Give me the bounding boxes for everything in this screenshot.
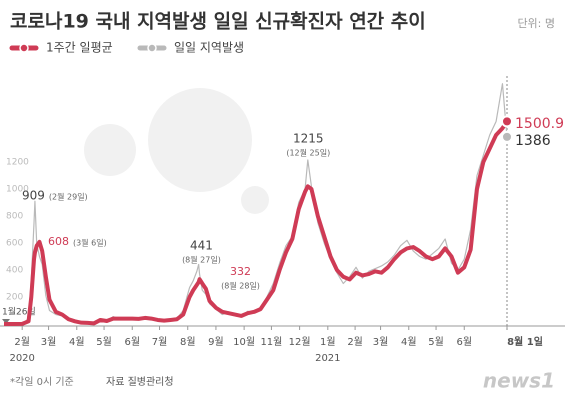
y-tick-label: 800 [6,212,23,222]
x-tick-label: 2월 [347,336,363,348]
legend-swatch-dot [19,43,29,53]
y-tick-label: 200 [6,293,23,303]
annotation-note: (12월 25일) [286,148,330,158]
x-tick-label: 8월 1일 [507,335,543,348]
legend-label: 일일 지역발생 [174,41,244,55]
year-label: 2021 [315,353,340,364]
legend-swatch-dot [147,43,157,53]
logo: news1 [483,369,555,393]
annotation-note: (2월 29일) [49,192,88,202]
x-tick-label: 7월 [152,336,168,348]
x-tick-label: 12월 [289,336,311,348]
x-tick-label: 1월 [320,336,336,348]
unit-label: 단위: 명 [517,17,555,30]
start-marker [2,319,10,324]
annotation-note: (8월 28일) [221,281,260,291]
end-dot [501,130,513,143]
y-tick-label: 1000 [6,185,29,195]
end-dot [501,115,513,128]
annotation-value: 332 [230,265,251,278]
annotation-value: 1215 [293,132,324,146]
y-tick-label: 1200 [6,158,29,168]
x-tick-label: 6월 [124,336,140,348]
chart-title: 코로나19 국내 지역발생 일일 신규확진자 연간 추이 [10,10,426,33]
y-tick-label: 600 [6,239,23,249]
annotation-note: (3월 6일) [73,238,107,248]
x-tick-label: 3월 [41,336,57,348]
x-tick-label: 9월 [208,336,224,348]
annotation-value: 909 [22,189,45,203]
x-tick-label: 2월 [14,336,30,348]
x-tick-label: 8월 [180,336,196,348]
x-tick-label: 10월 [233,336,255,348]
x-tick-label: 5월 [96,336,112,348]
source: 자료 질병관리청 [106,376,174,388]
annotation-value: 441 [190,239,213,253]
x-tick-label: 4월 [69,336,85,348]
x-tick-label: 6월 [456,336,472,348]
background-illustration [84,88,269,214]
x-tick-label: 11월 [260,336,282,348]
annotation-value: 1500.9 [515,116,564,132]
x-tick-label: 5월 [428,336,444,348]
y-tick-label: 400 [6,266,23,276]
footnote: *각일 0시 기준 [10,376,74,388]
annotation-value: 1386 [515,133,551,149]
annotation-value: 608 [48,235,69,248]
year-label: 2020 [9,353,34,364]
x-tick-label: 3월 [373,336,389,348]
x-tick-label: 4월 [401,336,417,348]
series-line [4,120,509,326]
legend-label: 1주간 일평균 [46,41,113,55]
annotation-note: (8월 27일) [182,255,221,265]
